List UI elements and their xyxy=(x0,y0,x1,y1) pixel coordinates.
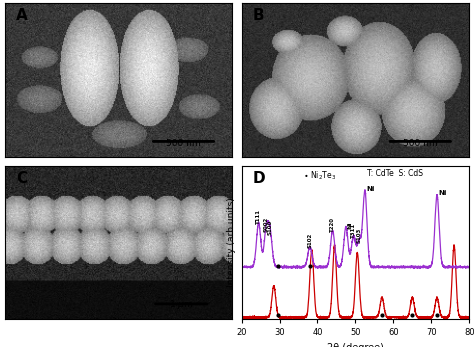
Text: A: A xyxy=(16,8,28,23)
Text: S100: S100 xyxy=(267,219,273,235)
Text: 500 nm: 500 nm xyxy=(403,139,438,148)
Text: T111: T111 xyxy=(256,209,261,224)
Text: S103: S103 xyxy=(357,227,362,243)
Text: $\bullet$ Ni$_2$Te$_3$: $\bullet$ Ni$_2$Te$_3$ xyxy=(303,169,336,181)
Text: S102: S102 xyxy=(307,233,312,248)
Text: D: D xyxy=(253,171,265,186)
Text: C: C xyxy=(16,171,27,186)
Text: 1 $\mu$m: 1 $\mu$m xyxy=(169,298,193,311)
Text: Ni: Ni xyxy=(347,222,352,229)
Text: Ni: Ni xyxy=(366,186,375,193)
Text: Ni: Ni xyxy=(438,191,447,196)
Text: S002: S002 xyxy=(264,217,269,232)
X-axis label: 2θ (degree): 2θ (degree) xyxy=(327,343,384,347)
Text: 500 nm: 500 nm xyxy=(166,139,201,148)
Y-axis label: Intensity (arb.units): Intensity (arb.units) xyxy=(227,198,236,287)
Text: B: B xyxy=(253,8,264,23)
Text: T311: T311 xyxy=(351,223,356,238)
Text: T220: T220 xyxy=(330,217,335,232)
Text: T: CdTe  S: CdS: T: CdTe S: CdS xyxy=(367,169,423,178)
